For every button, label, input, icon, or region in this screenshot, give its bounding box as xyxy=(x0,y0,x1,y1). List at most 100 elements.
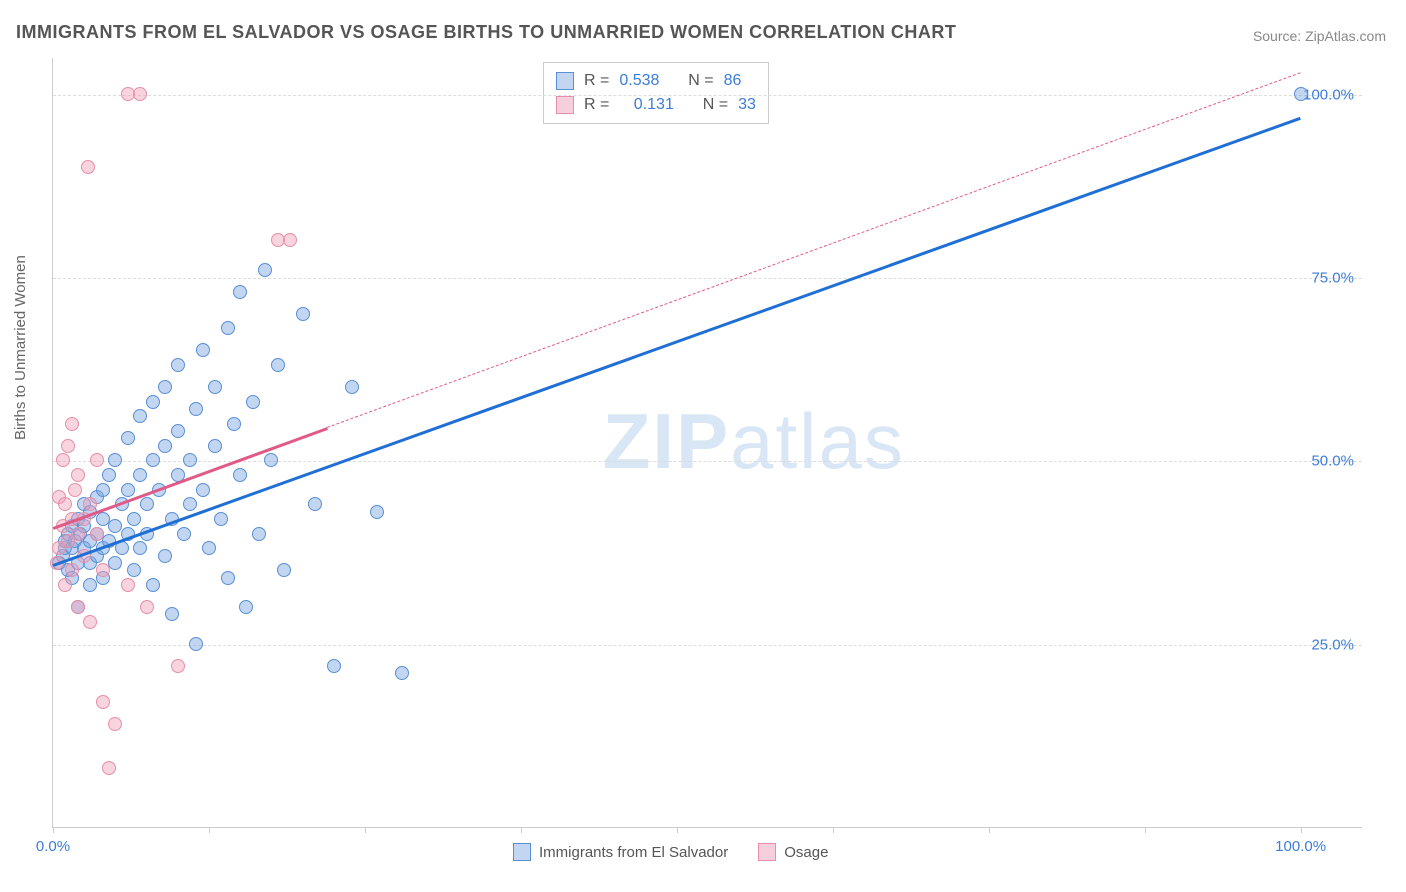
x-tick xyxy=(833,827,834,833)
n-label: N = xyxy=(688,69,713,93)
data-point xyxy=(345,380,359,394)
data-point xyxy=(81,160,95,174)
data-point xyxy=(221,321,235,335)
r-label: R = xyxy=(584,69,609,93)
data-point xyxy=(189,637,203,651)
gridline xyxy=(53,645,1362,646)
data-point xyxy=(208,380,222,394)
gridline xyxy=(53,278,1362,279)
y-axis-label: Births to Unmarried Women xyxy=(12,255,29,440)
data-point xyxy=(133,541,147,555)
y-tick-label: 25.0% xyxy=(1311,636,1354,653)
y-tick-label: 75.0% xyxy=(1311,270,1354,287)
data-point xyxy=(71,600,85,614)
data-point xyxy=(71,468,85,482)
data-point xyxy=(71,527,85,541)
data-point xyxy=(102,468,116,482)
x-tick-label: 100.0% xyxy=(1275,838,1326,855)
data-point xyxy=(56,453,70,467)
data-point xyxy=(258,263,272,277)
data-point xyxy=(58,497,72,511)
legend-item-pink: Osage xyxy=(758,843,828,861)
watermark: ZIPatlas xyxy=(603,396,905,487)
data-point xyxy=(83,497,97,511)
data-point xyxy=(108,717,122,731)
legend-series: Immigrants from El Salvador Osage xyxy=(513,843,828,861)
data-point xyxy=(395,666,409,680)
source-attribution: Source: ZipAtlas.com xyxy=(1253,28,1386,44)
r-value: 0.131 xyxy=(634,93,674,117)
data-point xyxy=(171,659,185,673)
data-point xyxy=(221,571,235,585)
legend-stats: R = 0.538 N = 86 R = 0.131 N = 33 xyxy=(543,62,769,124)
data-point xyxy=(158,380,172,394)
trend-line-dashed xyxy=(327,73,1300,429)
data-point xyxy=(327,659,341,673)
data-point xyxy=(296,307,310,321)
legend-swatch-pink xyxy=(556,96,574,114)
legend-label: Immigrants from El Salvador xyxy=(539,844,728,861)
x-tick xyxy=(53,827,54,833)
data-point xyxy=(165,607,179,621)
x-tick xyxy=(521,827,522,833)
data-point xyxy=(158,549,172,563)
data-point xyxy=(196,343,210,357)
data-point xyxy=(146,578,160,592)
data-point xyxy=(140,497,154,511)
x-tick xyxy=(677,827,678,833)
data-point xyxy=(65,417,79,431)
data-point xyxy=(108,453,122,467)
chart-container: IMMIGRANTS FROM EL SALVADOR VS OSAGE BIR… xyxy=(0,0,1406,892)
source-label: Source: xyxy=(1253,28,1301,44)
data-point xyxy=(233,468,247,482)
chart-title: IMMIGRANTS FROM EL SALVADOR VS OSAGE BIR… xyxy=(16,22,956,43)
data-point xyxy=(239,600,253,614)
data-point xyxy=(121,483,135,497)
y-tick-label: 50.0% xyxy=(1311,453,1354,470)
data-point xyxy=(271,358,285,372)
data-point xyxy=(183,453,197,467)
data-point xyxy=(133,87,147,101)
gridline xyxy=(53,95,1362,96)
legend-swatch-pink xyxy=(758,843,776,861)
source-name: ZipAtlas.com xyxy=(1305,28,1386,44)
legend-stats-row-1: R = 0.538 N = 86 xyxy=(556,69,756,93)
watermark-atlas: atlas xyxy=(730,397,905,485)
data-point xyxy=(58,578,72,592)
data-point xyxy=(140,600,154,614)
data-point xyxy=(196,483,210,497)
data-point xyxy=(121,578,135,592)
data-point xyxy=(370,505,384,519)
gridline xyxy=(53,461,1362,462)
data-point xyxy=(189,402,203,416)
data-point xyxy=(96,695,110,709)
data-point xyxy=(90,527,104,541)
data-point xyxy=(127,563,141,577)
data-point xyxy=(246,395,260,409)
data-point xyxy=(61,439,75,453)
data-point xyxy=(227,417,241,431)
x-tick xyxy=(989,827,990,833)
data-point xyxy=(233,285,247,299)
data-point xyxy=(171,424,185,438)
data-point xyxy=(108,556,122,570)
x-tick xyxy=(365,827,366,833)
legend-stats-row-2: R = 0.131 N = 33 xyxy=(556,93,756,117)
x-tick-label: 0.0% xyxy=(36,838,70,855)
data-point xyxy=(68,483,82,497)
data-point xyxy=(121,431,135,445)
watermark-zip: ZIP xyxy=(603,397,730,485)
data-point xyxy=(158,439,172,453)
legend-swatch-blue xyxy=(556,72,574,90)
legend-swatch-blue xyxy=(513,843,531,861)
n-label: N = xyxy=(703,93,728,117)
data-point xyxy=(252,527,266,541)
legend-item-blue: Immigrants from El Salvador xyxy=(513,843,728,861)
legend-label: Osage xyxy=(784,844,828,861)
data-point xyxy=(83,578,97,592)
x-tick xyxy=(1301,827,1302,833)
data-point xyxy=(65,563,79,577)
data-point xyxy=(127,512,141,526)
data-point xyxy=(177,527,191,541)
data-point xyxy=(277,563,291,577)
